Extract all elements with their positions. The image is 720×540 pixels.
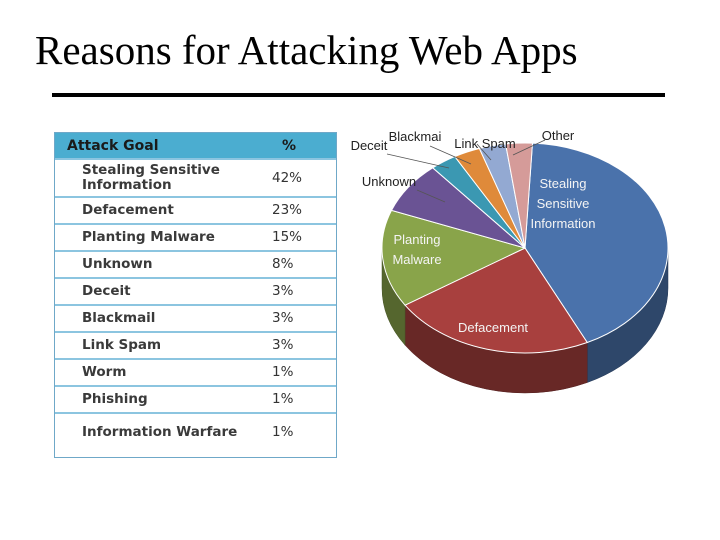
table-row: Planting Malware 15% [55,223,336,251]
attack-goal-cell: Blackmail [55,304,272,332]
pie-slice [505,142,534,249]
percent-cell: 1% [272,358,336,386]
attack-goal-cell: Unknown [55,250,272,278]
pie-chart-svg: Stealing Sensitive Information Defacement Pl… [351,128,669,394]
leader-line [512,139,546,156]
header-attack-goal: Attack Goal [55,133,272,159]
title-underline [52,93,665,97]
attack-goal-cell: Information Warfare [55,412,272,450]
table-row: Blackmail 3% [55,304,336,332]
table-row: Unknown 8% [55,250,336,278]
leader-line [386,153,450,169]
slice-label: Deceit [351,138,388,153]
leader-line [476,143,492,161]
slice-label: Planting Malware [392,232,441,267]
percent-cell: 42% [272,158,336,197]
percent-cell: 3% [272,331,336,359]
slice-label: Defacement [458,320,528,335]
percent-cell: 23% [272,196,336,224]
table-row: Phishing 1% [55,385,336,413]
slice-label: Stealing Sensitive Information [530,176,595,231]
slice-label: Blackmai [389,129,442,144]
table-row: Link Spam 3% [55,331,336,359]
attack-goal-cell: Link Spam [55,331,272,359]
attack-goal-cell: Worm [55,358,272,386]
table-row: Information Warfare 1% [55,412,336,450]
header-percent: % [272,133,336,159]
slice-label: Link Spam [454,136,515,151]
pie-chart: Stealing Sensitive Information Defacement Pl… [345,110,675,410]
attack-goal-cell: Deceit [55,277,272,305]
attack-goal-cell: Stealing Sensitive Information [55,158,272,197]
attack-goal-cell: Defacement [55,196,272,224]
table-row: Stealing Sensitive Information 42% [55,158,336,197]
pie-slice [524,142,669,344]
percent-cell: 1% [272,412,336,450]
slice-label: Other [542,128,575,143]
slide-title: Reasons for Attacking Web Apps [35,27,578,73]
percent-cell: 1% [272,385,336,413]
percent-cell: 15% [272,223,336,251]
attack-goal-table: Attack Goal % Stealing Sensitive Informa… [54,132,337,458]
table-body: Stealing Sensitive Information 42% Defacem… [55,158,336,450]
attack-goal-grid: Attack Goal % Stealing Sensitive Informa… [55,133,336,450]
slice-label: Unknown [362,174,416,189]
table-header-row: Attack Goal % [55,133,336,159]
attack-goal-cell: Planting Malware [55,223,272,251]
table-row: Defacement 23% [55,196,336,224]
table-row: Worm 1% [55,358,336,386]
leader-line [416,189,446,203]
percent-cell: 8% [272,250,336,278]
pie-slice [381,209,527,306]
leader-line [429,145,472,165]
pie-slice [404,247,589,354]
table-row: Deceit 3% [55,277,336,305]
percent-cell: 3% [272,304,336,332]
attack-goal-cell: Phishing [55,385,272,413]
percent-cell: 3% [272,277,336,305]
